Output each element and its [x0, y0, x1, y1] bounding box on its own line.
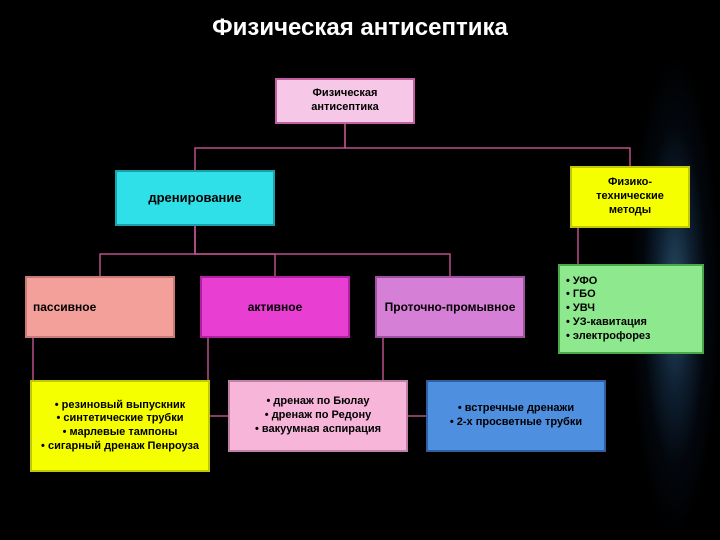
list-item: сигарный дренаж Пенроуза — [41, 440, 199, 454]
node-flow-wash-label: Проточно-промывное — [385, 300, 516, 315]
list-item: УЗ-кавитация — [566, 316, 651, 330]
passive-items: резиновый выпускниксинтетические трубким… — [41, 399, 199, 454]
node-flow-list: встречные дренажи2-х просветные трубки — [426, 380, 606, 452]
node-drainage-label: дренирование — [148, 190, 241, 206]
list-item: марлевые тампоны — [41, 426, 199, 440]
active-items: дренаж по Бюлаудренаж по Редонувакуумная… — [255, 395, 381, 436]
node-passive-label: пассивное — [33, 300, 96, 315]
node-passive-list: резиновый выпускниксинтетические трубким… — [30, 380, 210, 472]
node-active: активное — [200, 276, 350, 338]
list-item: синтетические трубки — [41, 412, 199, 426]
node-active-list: дренаж по Бюлаудренаж по Редонувакуумная… — [228, 380, 408, 452]
list-item: резиновый выпускник — [41, 399, 199, 413]
diagram-canvas: Физическая антисептика дренирование Физи… — [0, 60, 720, 540]
node-root-label: Физическая антисептика — [283, 87, 407, 115]
list-item: вакуумная аспирация — [255, 423, 381, 437]
node-phys-tech-list: УФОГБОУВЧУЗ-кавитацияэлектрофорез — [558, 264, 704, 354]
list-item: 2-х просветные трубки — [450, 416, 582, 430]
node-root: Физическая антисептика — [275, 78, 415, 124]
flow-items: встречные дренажи2-х просветные трубки — [450, 402, 582, 430]
node-phys-tech-label: Физико-технические методы — [578, 176, 682, 217]
list-item: встречные дренажи — [450, 402, 582, 416]
phys-tech-items: УФОГБОУВЧУЗ-кавитацияэлектрофорез — [566, 275, 651, 344]
list-item: дренаж по Редону — [255, 409, 381, 423]
list-item: УФО — [566, 275, 651, 289]
node-flow-wash: Проточно-промывное — [375, 276, 525, 338]
list-item: ГБО — [566, 288, 651, 302]
node-phys-tech: Физико-технические методы — [570, 166, 690, 228]
node-active-label: активное — [248, 300, 303, 315]
node-drainage: дренирование — [115, 170, 275, 226]
node-passive: пассивное — [25, 276, 175, 338]
page-title: Физическая антисептика — [0, 0, 720, 52]
list-item: УВЧ — [566, 302, 651, 316]
list-item: дренаж по Бюлау — [255, 395, 381, 409]
list-item: электрофорез — [566, 330, 651, 344]
